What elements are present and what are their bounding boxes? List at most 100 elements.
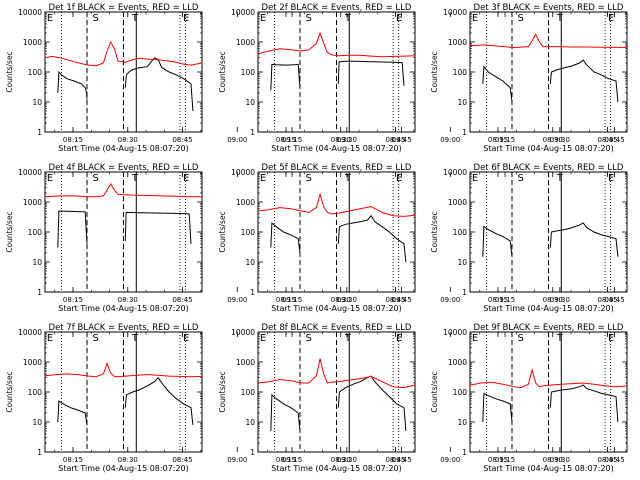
x-axis-label: Start Time (04-Aug-15 08:07:20): [483, 144, 614, 153]
y-axis-label: Counts/sec: [5, 51, 14, 92]
y-axis-label: Counts/sec: [430, 211, 439, 252]
panel-title: Det 3f BLACK = Events, RED = LLD: [474, 3, 624, 13]
x-tick-label: 09:45: [605, 456, 625, 464]
y-tick-label: 100: [28, 68, 43, 77]
y-tick-label: 10: [457, 418, 467, 427]
y-tick-label: 100: [453, 228, 468, 237]
y-tick-label: 1: [462, 128, 467, 137]
interval-marker-label: T: [344, 173, 352, 184]
x-tick-label: 09:30: [550, 136, 570, 144]
interval-marker-label: S: [305, 13, 311, 24]
panel-1: Det 1f BLACK = Events, RED = LLD11010010…: [5, 3, 412, 153]
y-tick-label: 10: [32, 258, 42, 267]
events-series-line: [549, 384, 619, 423]
y-tick-label: 10000: [231, 328, 255, 337]
y-tick-label: 100: [28, 228, 43, 237]
x-axis-label: Start Time (04-Aug-15 08:07:20): [58, 304, 189, 313]
y-tick-label: 100: [453, 388, 468, 397]
x-tick-label: 09:00: [440, 136, 460, 144]
panel-title: Det 7f BLACK = Events, RED = LLD: [49, 323, 199, 333]
x-axis-label: Start Time (04-Aug-15 08:07:20): [58, 144, 189, 153]
y-tick-label: 1: [37, 128, 42, 137]
x-axis-label: Start Time (04-Aug-15 08:07:20): [271, 144, 402, 153]
panel-5: Det 5f BLACK = Events, RED = LLD11010010…: [218, 163, 625, 313]
interval-marker-label: S: [305, 173, 311, 184]
x-tick-label: 09:30: [550, 456, 570, 464]
x-axis-label: Start Time (04-Aug-15 08:07:20): [483, 304, 614, 313]
x-tick-label: 08:45: [172, 456, 192, 464]
x-tick-label: 08:15: [488, 136, 508, 144]
y-tick-label: 10000: [18, 8, 42, 17]
x-tick-label: 08:30: [543, 136, 563, 144]
x-tick-label: 09:45: [605, 136, 625, 144]
interval-marker-label: E: [472, 333, 478, 344]
y-tick-label: 10: [457, 258, 467, 267]
y-tick-label: 1: [250, 448, 255, 457]
y-tick-label: 1000: [448, 358, 467, 367]
interval-marker-label: E: [47, 173, 53, 184]
x-tick-label: 08:30: [118, 456, 138, 464]
interval-marker-label: S: [517, 13, 523, 24]
interval-marker-label: E: [260, 333, 266, 344]
x-tick-label: 09:30: [550, 296, 570, 304]
x-tick-label: 09:45: [392, 296, 412, 304]
panel-8: Det 8f BLACK = Events, RED = LLD 1 10 100 10…: [218, 323, 625, 473]
lld-series-line: [469, 367, 628, 389]
events-series-line: [337, 60, 405, 86]
x-tick-label: 09:15: [495, 296, 515, 304]
x-tick-label: 09:00: [227, 136, 247, 144]
x-tick-label: 08:30: [543, 296, 563, 304]
x-tick-label: 08:30: [118, 136, 138, 144]
lld-series-line: [257, 192, 416, 217]
panel-title: Det 8f BLACK = Events, RED = LLD: [262, 323, 412, 333]
interval-marker-label: E: [47, 333, 53, 344]
y-tick-label: 10: [245, 418, 255, 427]
y-tick-label: 1000: [448, 38, 467, 47]
events-series-line: [57, 70, 88, 100]
interval-marker-label: E: [608, 333, 614, 344]
events-series-line: [337, 375, 407, 432]
y-tick-label: 1000: [23, 198, 42, 207]
x-tick-label: 08:30: [543, 456, 563, 464]
x-tick-label: 09:00: [227, 456, 247, 464]
y-tick-label: 10: [32, 418, 42, 427]
panel-6: Det 6f BLACK = Events, RED = LLD 1 10 100 10…: [430, 163, 628, 313]
events-series-line: [482, 392, 513, 423]
y-tick-label: 1: [250, 128, 255, 137]
interval-marker-label: T: [131, 13, 139, 24]
x-tick-label: 09:00: [440, 296, 460, 304]
interval-marker-label: S: [517, 333, 523, 344]
interval-marker-label: T: [556, 13, 564, 24]
y-tick-label: 1: [37, 448, 42, 457]
y-tick-label: 10: [457, 98, 467, 107]
interval-marker-label: E: [260, 13, 266, 24]
x-tick-label: 08:15: [276, 456, 296, 464]
events-series-line: [482, 65, 513, 103]
x-tick-label: 09:15: [495, 136, 515, 144]
x-tick-label: 08:45: [385, 456, 405, 464]
y-tick-label: 10000: [18, 168, 42, 177]
y-axis-label: Counts/sec: [430, 51, 439, 92]
x-tick-label: 08:15: [488, 456, 508, 464]
y-tick-label: 10: [245, 258, 255, 267]
interval-marker-label: E: [183, 13, 189, 24]
y-axis-label: Counts/sec: [430, 371, 439, 412]
x-tick-label: 08:45: [597, 456, 617, 464]
y-tick-label: 1000: [236, 358, 255, 367]
interval-marker-label: S: [92, 13, 98, 24]
x-tick-label: 09:15: [282, 136, 302, 144]
panel-title: Det 9f BLACK = Events, RED = LLD: [474, 323, 624, 333]
panel-title: Det 5f BLACK = Events, RED = LLD: [262, 163, 412, 173]
x-tick-label: 08:15: [63, 296, 83, 304]
y-axis-label: Counts/sec: [218, 211, 227, 252]
interval-marker-label: S: [305, 333, 311, 344]
y-tick-label: 10: [32, 98, 42, 107]
lld-series-line: [257, 358, 416, 389]
x-axis-label: Start Time (04-Aug-15 08:07:20): [58, 464, 189, 473]
y-tick-label: 1: [462, 288, 467, 297]
lld-series-line: [44, 40, 203, 67]
y-tick-label: 1000: [23, 38, 42, 47]
y-tick-label: 1: [250, 288, 255, 297]
y-tick-label: 10000: [443, 8, 467, 17]
x-tick-label: 08:15: [63, 136, 83, 144]
